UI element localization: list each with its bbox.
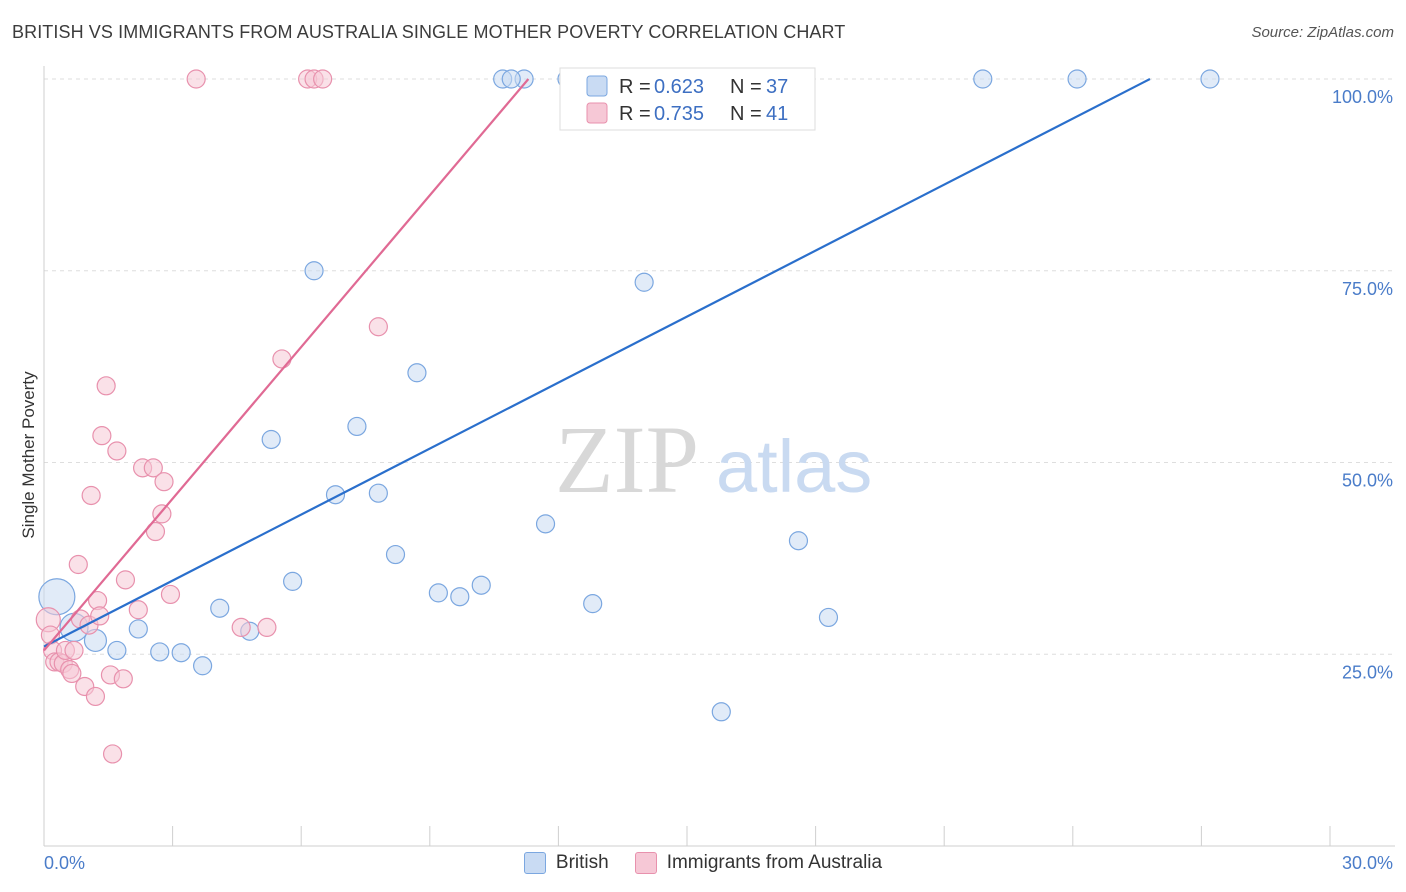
australia-trend-line [43,78,530,652]
british-point-31 [818,607,839,628]
australia-point-32 [186,69,206,89]
chart-title: BRITISH VS IMMIGRANTS FROM AUSTRALIA SIN… [12,22,846,42]
british-point-20 [471,575,491,595]
british-point-27 [634,272,654,292]
australia-point-24 [115,570,136,590]
british-point-18 [428,583,448,603]
stats-swatch-british [586,75,608,97]
british-point-34 [1200,69,1220,89]
gridlines [44,78,1395,655]
stats-n-label-british: N = [730,76,762,98]
australia-point-29 [152,504,172,524]
y-tick-labels: 25.0% 50.0% 75.0% 100.0% [1332,87,1393,682]
legend-swatch-british [523,852,546,874]
australia-point-18 [92,426,112,446]
legend-swatch-australia [634,852,657,874]
british-point-16 [385,544,406,565]
british-point-23 [535,514,556,534]
australia-point-8 [62,663,82,684]
y-tick-label-0: 25.0% [1342,662,1393,682]
british-point-10 [261,429,281,450]
british-point-15 [368,483,388,503]
british-point-12 [304,261,324,281]
british-point-6 [171,643,191,663]
british-point-25 [583,594,603,614]
australia-point-25 [128,600,148,620]
x-tick-label-min: 0.0% [44,853,85,873]
stats-n-value-australia: 41 [766,103,788,125]
british-point-29 [711,702,731,722]
british-point-36 [501,69,521,89]
australia-point-27 [143,458,163,478]
british-point-30 [788,531,809,551]
stats-r-label-australia: R = [619,103,651,125]
legend-item-british[interactable]: British [523,852,609,874]
y-tick-label-2: 75.0% [1342,279,1393,299]
australia-point-22 [107,441,127,461]
australia-point-30 [154,472,174,492]
watermark-atlas: atlas [716,425,872,508]
british-point-32 [973,69,993,89]
british-trend-line [43,78,1151,648]
stats-r-value-australia: 0.735 [654,103,704,125]
y-axis-label: Single Mother Poverty [19,371,38,539]
chart-source: Source: ZipAtlas.com [1251,24,1394,41]
british-point-5 [150,642,170,662]
stats-r-value-british: 0.623 [654,76,704,98]
legend-item-australia[interactable]: Immigrants from Australia [634,852,883,874]
british-point-8 [210,598,230,618]
australia-point-19 [96,376,116,396]
australia-point-10 [68,554,88,575]
british-point-11 [283,571,303,591]
australia-point-15 [85,686,106,707]
stats-r-label-british: R = [619,76,651,98]
australia-point-35 [272,349,292,369]
trend-lines [43,78,1151,652]
x-tick-label-max: 30.0% [1342,853,1393,873]
australia-point-28 [145,521,166,542]
british-point-33 [1067,69,1087,89]
australia-point-31 [160,584,181,605]
data-points [35,69,1220,764]
watermark: ZIP atlas [555,406,872,513]
stats-swatch-australia [586,102,608,124]
british-point-7 [193,656,213,676]
legend-label-british: British [555,852,609,873]
australia-point-21 [102,744,123,764]
stats-legend: R = 0.623 N = 37 R = 0.735 N = 41 [559,67,816,131]
australia-point-23 [113,669,133,689]
axes [43,66,1395,847]
british-point-19 [450,587,470,607]
stats-n-label-australia: N = [730,103,762,125]
australia-point-9 [64,640,84,661]
australia-point-33 [231,617,251,638]
australia-point-34 [257,617,277,638]
british-point-4 [128,619,148,639]
y-tick-label-3: 100.0% [1332,87,1393,107]
british-point-3 [107,640,127,661]
watermark-zip: ZIP [555,406,699,513]
british-point-14 [347,416,367,437]
legend-label-australia: Immigrants from Australia [666,852,883,873]
australia-point-14 [81,485,101,506]
australia-point-38 [313,69,333,89]
stats-n-value-british: 37 [766,76,788,98]
series-legend: British Immigrants from Australia [0,852,1406,874]
australia-point-39 [368,317,388,337]
y-tick-label-1: 50.0% [1342,471,1393,491]
british-point-17 [407,363,427,383]
